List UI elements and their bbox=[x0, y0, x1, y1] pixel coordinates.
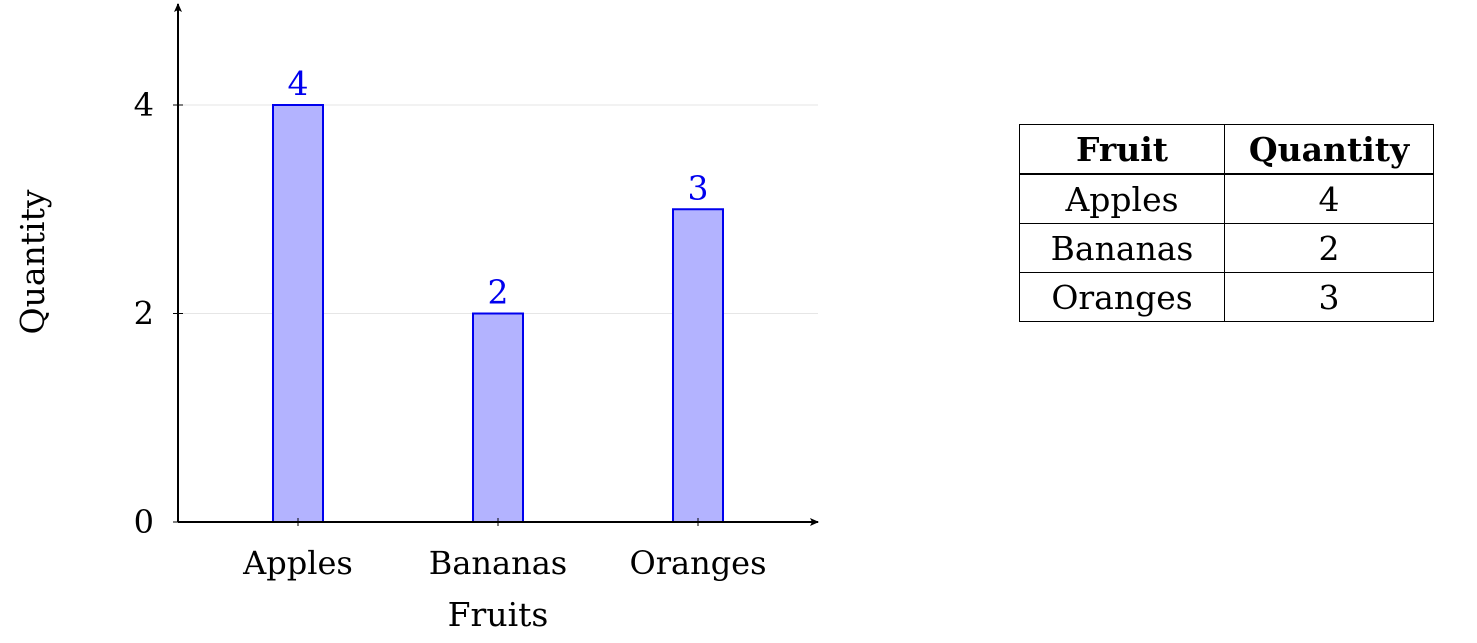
bar-oranges bbox=[672, 208, 724, 523]
cell-quantity: 2 bbox=[1224, 223, 1434, 273]
data-labels: 4 2 3 bbox=[288, 64, 709, 312]
x-tick-label: Apples bbox=[242, 544, 353, 582]
bar-chart: 0 2 4 Apples Bananas Oranges 4 2 3 Fruits Quant… bbox=[13, 3, 819, 634]
tick-labels: 0 2 4 Apples Bananas Oranges bbox=[134, 86, 767, 582]
fruit-table: Fruit Quantity Apples 4 Bananas 2 Orange… bbox=[1019, 124, 1434, 322]
y-tick-label: 0 bbox=[134, 503, 154, 541]
cell-quantity: 4 bbox=[1224, 173, 1434, 224]
y-axis-title: Quantity bbox=[13, 189, 52, 334]
bar-bananas bbox=[472, 312, 524, 523]
cell-fruit: Bananas bbox=[1019, 223, 1225, 273]
cell-fruit: Apples bbox=[1019, 173, 1225, 224]
y-tick-label: 2 bbox=[134, 295, 154, 333]
data-label: 3 bbox=[688, 168, 709, 207]
data-label: 2 bbox=[488, 273, 509, 312]
table-row: Oranges 3 bbox=[1019, 272, 1434, 322]
data-label: 4 bbox=[288, 64, 309, 103]
x-axis-title: Fruits bbox=[448, 595, 549, 634]
y-tick-label: 4 bbox=[134, 86, 154, 124]
header-quantity: Quantity bbox=[1224, 124, 1434, 175]
bars bbox=[272, 104, 724, 523]
header-fruit: Fruit bbox=[1019, 124, 1225, 175]
table-row: Apples 4 bbox=[1019, 173, 1434, 224]
table-header-row: Fruit Quantity bbox=[1019, 124, 1434, 175]
table-row: Bananas 2 bbox=[1019, 223, 1434, 273]
bar-apples bbox=[272, 104, 324, 523]
x-tick-label: Oranges bbox=[629, 544, 766, 582]
cell-quantity: 3 bbox=[1224, 272, 1434, 322]
x-tick-label: Bananas bbox=[429, 544, 567, 582]
cell-fruit: Oranges bbox=[1019, 272, 1225, 322]
